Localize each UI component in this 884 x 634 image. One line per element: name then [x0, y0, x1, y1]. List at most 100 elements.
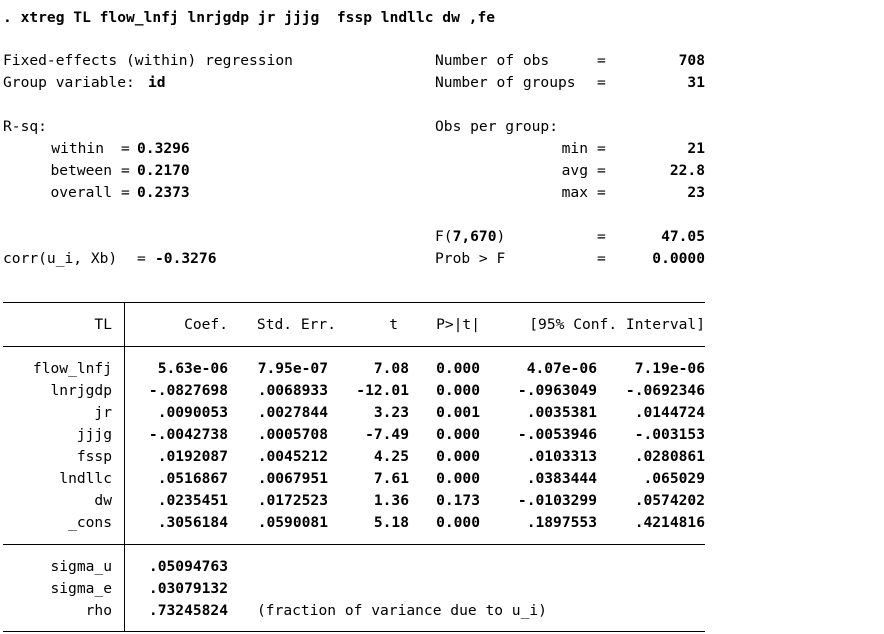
row-coef: .0516867: [157, 470, 228, 487]
row-se: .0005708: [257, 426, 328, 443]
min-label: min: [561, 140, 588, 157]
row-ci-high: .0144724: [634, 404, 705, 421]
col-header-t: t: [389, 316, 398, 333]
row-ci-low: .1897553: [526, 514, 597, 531]
row-coef: -.0827698: [148, 382, 228, 399]
row-p: 0.000: [436, 426, 480, 443]
prob-eq: =: [597, 250, 606, 267]
within-label: within: [51, 140, 104, 157]
within-value: 0.3296: [137, 140, 190, 157]
row-coef: .0090053: [157, 404, 228, 421]
nobs-label: Number of obs: [435, 52, 550, 69]
row-var: lndllc: [59, 470, 112, 487]
ngroups-value: 31: [687, 74, 705, 91]
min-eq: =: [597, 140, 606, 157]
sigma-value: .03079132: [148, 580, 228, 597]
group-variable-label: Group variable:: [3, 74, 135, 91]
col-header-coef: Coef.: [184, 316, 228, 333]
rho-note: (fraction of variance due to u_i): [257, 602, 547, 619]
row-se: .0067951: [257, 470, 328, 487]
max-eq: =: [597, 184, 606, 201]
sigma-var: sigma_u: [50, 558, 112, 575]
f-stat-value: 47.05: [661, 228, 705, 245]
nobs-value: 708: [678, 52, 705, 69]
row-p: 0.000: [436, 382, 480, 399]
row-p: 0.000: [436, 360, 480, 377]
group-variable-value: id: [148, 74, 166, 91]
f-stat-df: 7,670: [452, 228, 497, 245]
row-var: dw: [94, 492, 112, 509]
sigma-var: sigma_e: [50, 580, 112, 597]
overall-eq: =: [121, 184, 130, 201]
row-t: 7.61: [373, 470, 409, 487]
row-ci-low: -.0103299: [517, 492, 597, 509]
row-ci-high: -.0692346: [625, 382, 705, 399]
min-value: 21: [687, 140, 705, 157]
row-se: .0027844: [257, 404, 328, 421]
max-value: 23: [687, 184, 705, 201]
row-se: .0590081: [257, 514, 328, 531]
row-se: .0172523: [257, 492, 328, 509]
avg-label: avg: [561, 162, 588, 179]
sigma-var: rho: [85, 602, 112, 619]
row-ci-low: -.0053946: [517, 426, 597, 443]
avg-value: 22.8: [669, 162, 705, 179]
row-ci-low: .0035381: [526, 404, 597, 421]
between-label: between: [50, 162, 112, 179]
row-var: jr: [94, 404, 112, 421]
ngroups-label: Number of groups: [435, 74, 576, 91]
row-p: 0.000: [436, 514, 480, 531]
prob-value: 0.0000: [652, 250, 705, 267]
row-p: 0.001: [436, 404, 480, 421]
within-eq: =: [121, 140, 130, 157]
row-p: 0.173: [436, 492, 480, 509]
table-top-rule: [3, 302, 705, 303]
ngroups-eq: =: [597, 74, 606, 91]
between-value: 0.2170: [137, 162, 190, 179]
prob-label: Prob > F: [435, 250, 506, 267]
table-separator: [124, 302, 125, 632]
row-coef: -.0042738: [148, 426, 228, 443]
corr-eq: =: [137, 250, 146, 267]
table-bottom-rule: [3, 631, 705, 632]
corr-label: corr(u_i, Xb): [3, 250, 118, 267]
row-se: 7.95e-07: [257, 360, 328, 377]
row-t: 5.18: [373, 514, 409, 531]
row-ci-high: .0280861: [634, 448, 705, 465]
row-se: .0068933: [257, 382, 328, 399]
overall-label: overall: [50, 184, 112, 201]
row-ci-low: .0103313: [526, 448, 597, 465]
row-t: 1.36: [373, 492, 409, 509]
row-t: 7.08: [373, 360, 409, 377]
row-var: _cons: [68, 514, 112, 531]
max-label: max: [561, 184, 588, 201]
row-ci-high: .0574202: [634, 492, 705, 509]
f-stat-eq: =: [597, 228, 606, 245]
command-line: . xtreg TL flow_lnfj lnrjgdp jr jjjg fss…: [3, 9, 496, 26]
table-sigma-rule: [3, 544, 705, 545]
corr-value: -0.3276: [155, 250, 217, 267]
table-header-rule: [3, 346, 705, 347]
col-header-p: P>|t|: [436, 316, 480, 333]
row-t: -7.49: [365, 426, 409, 443]
row-var: flow_lnfj: [32, 360, 112, 377]
row-t: 3.23: [373, 404, 409, 421]
col-header-ci: [95% Conf. Interval]: [529, 316, 705, 333]
f-stat-label: F(7,670): [435, 228, 506, 245]
row-t: -12.01: [356, 382, 409, 399]
row-p: 0.000: [436, 470, 480, 487]
row-var: jjjg: [76, 426, 112, 443]
row-coef: .3056184: [157, 514, 228, 531]
row-ci-low: -.0963049: [517, 382, 597, 399]
row-ci-high: 7.19e-06: [634, 360, 705, 377]
row-coef: 5.63e-06: [157, 360, 228, 377]
col-header-se: Std. Err.: [256, 316, 336, 333]
avg-eq: =: [597, 162, 606, 179]
row-p: 0.000: [436, 448, 480, 465]
row-t: 4.25: [373, 448, 409, 465]
row-ci-high: -.003153: [634, 426, 705, 443]
row-ci-high: .4214816: [634, 514, 705, 531]
row-var: lnrjgdp: [50, 382, 112, 399]
sigma-value: .05094763: [148, 558, 228, 575]
obs-per-group-label: Obs per group:: [435, 118, 559, 135]
